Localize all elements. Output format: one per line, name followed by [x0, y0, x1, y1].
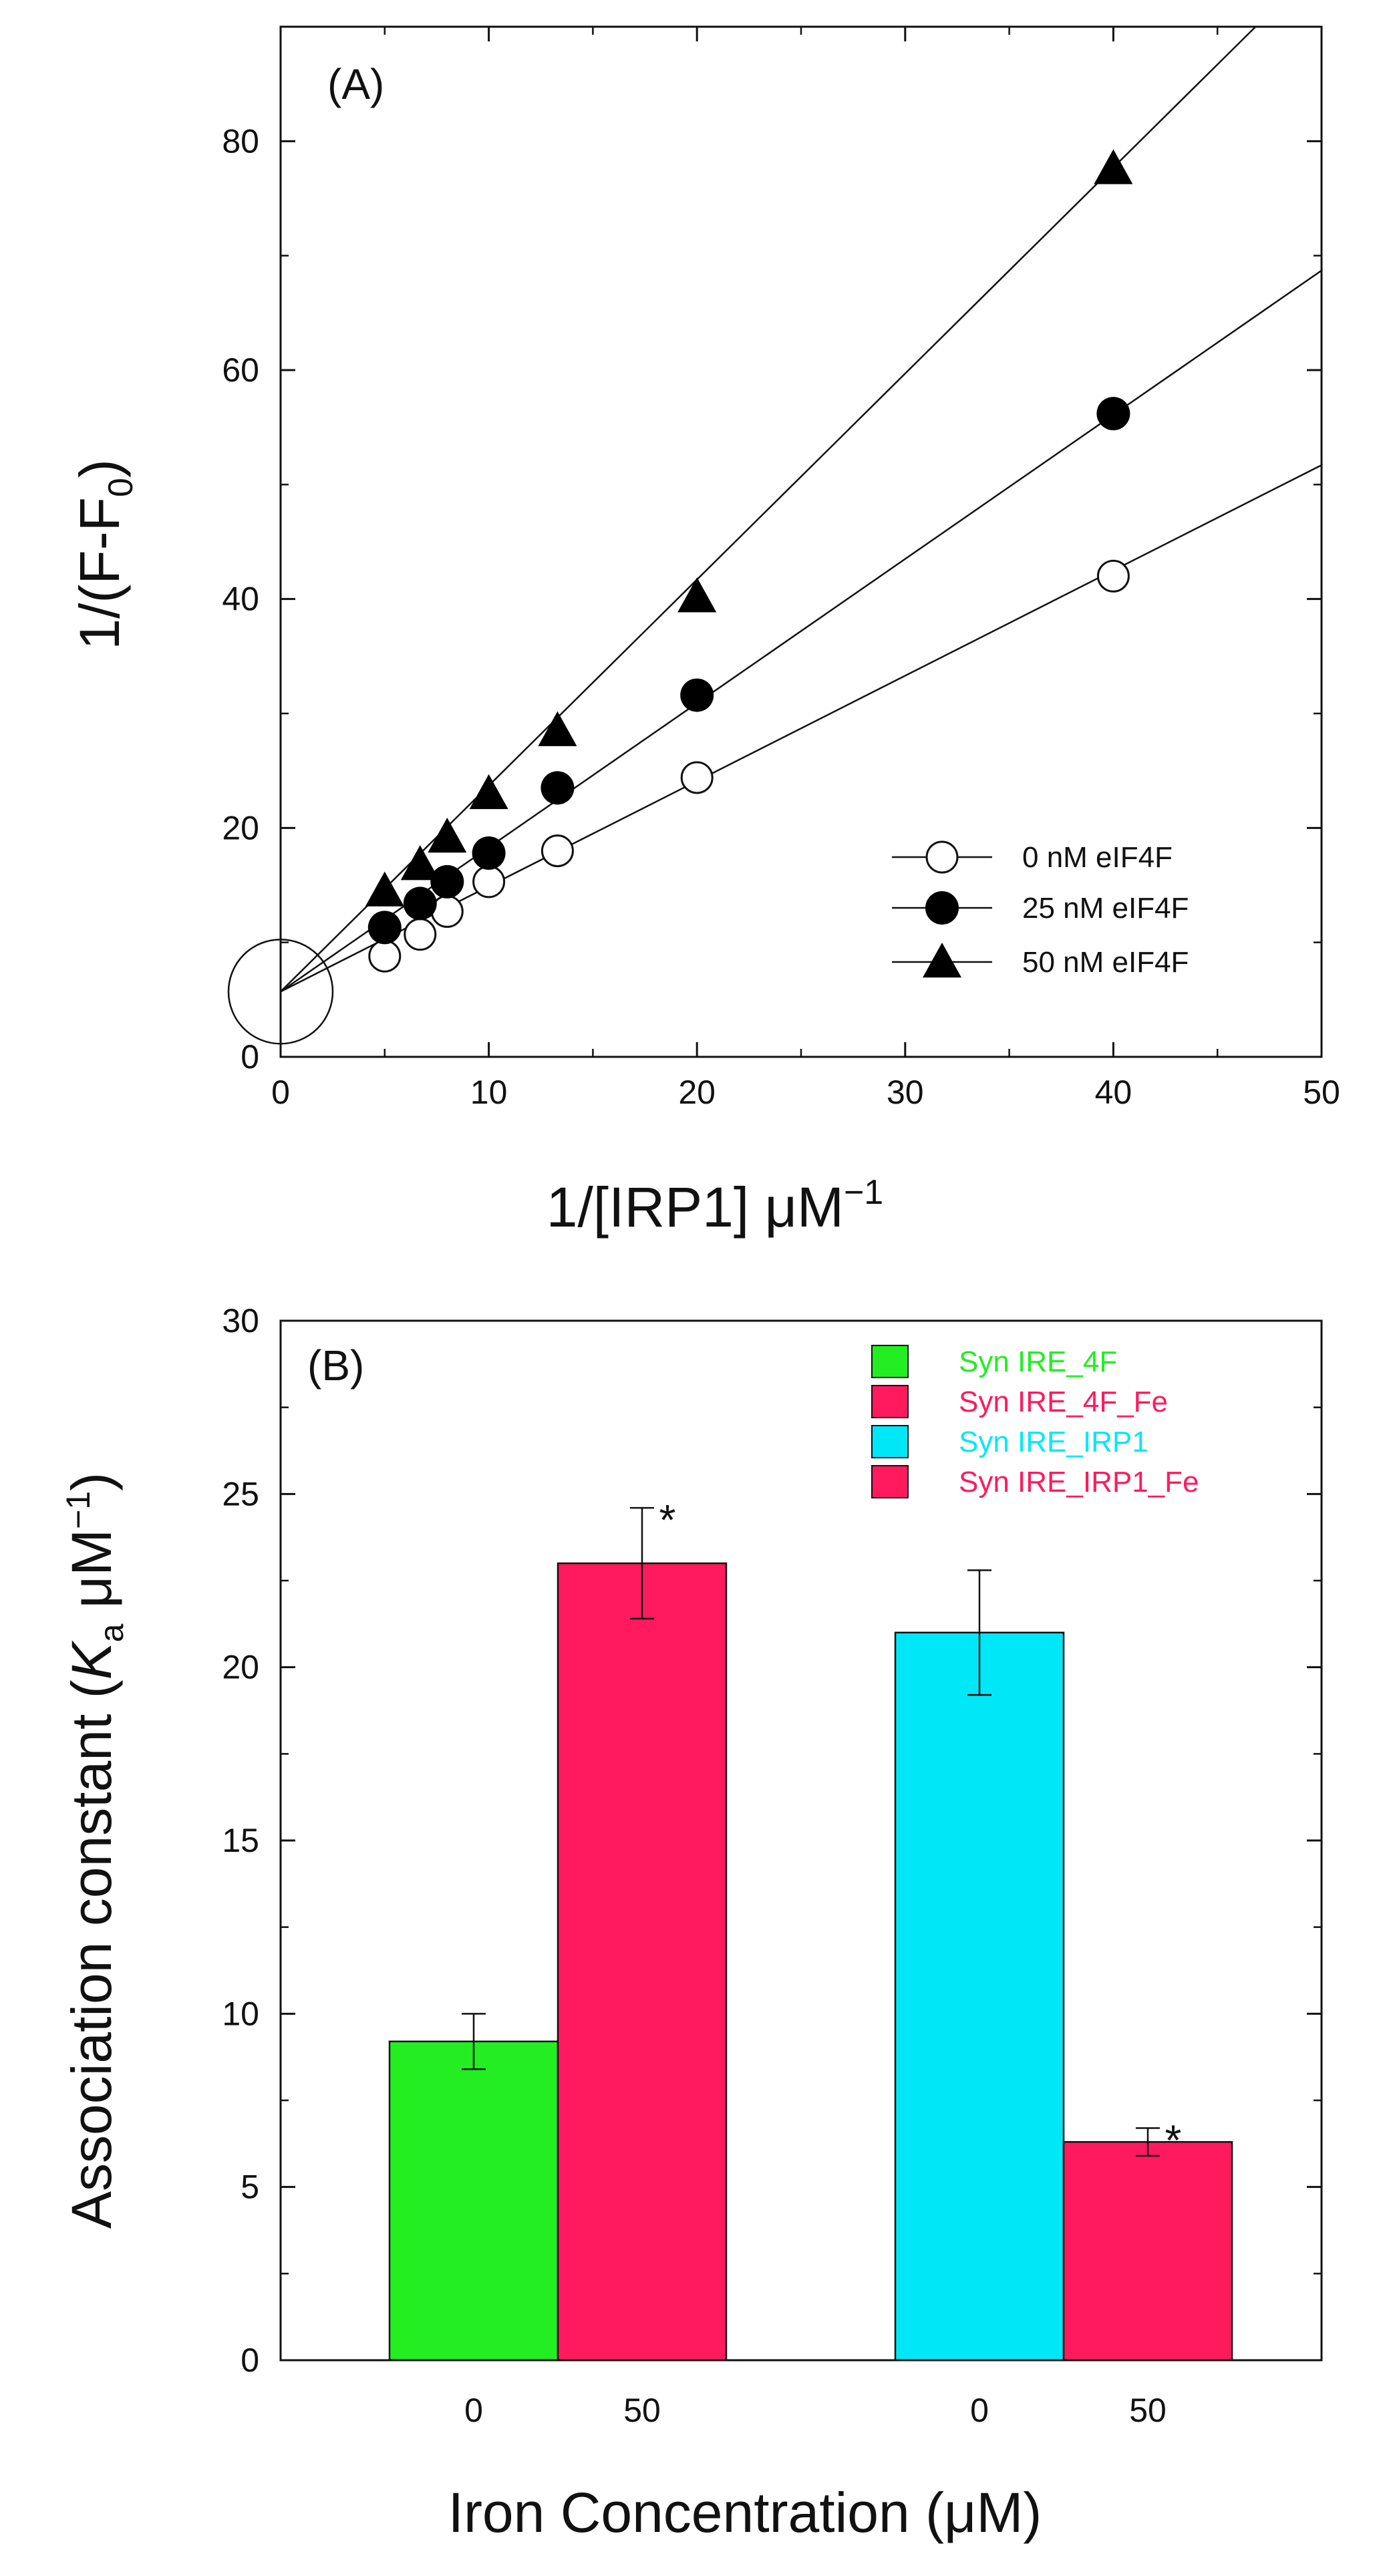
x-tick-label: 0 [970, 2392, 989, 2429]
legend-label: Syn IRE_4F_Fe [959, 1386, 1168, 1418]
legend-label: Syn IRE_4F [959, 1345, 1117, 1378]
legend-swatch [871, 1385, 909, 1418]
legend-label: Syn IRE_IRP1 [959, 1426, 1148, 1458]
legend-item: 50 nM eIF4F [892, 943, 1189, 979]
legend-label: 0 nM eIF4F [1022, 841, 1173, 874]
data-point-series-1 [430, 864, 464, 899]
legend-swatch [871, 1345, 909, 1378]
data-point-series-1 [403, 887, 437, 921]
y-tick-label: 80 [222, 122, 259, 160]
data-point-series-2 [677, 577, 717, 613]
legend-swatch [871, 1465, 909, 1498]
x-tick-label: 40 [1095, 1074, 1132, 1111]
y-tick-label: 25 [222, 1475, 259, 1512]
data-point-series-0 [472, 865, 506, 899]
x-tick-label: 0 [464, 2392, 483, 2429]
y-tick-label: 20 [222, 809, 259, 846]
data-point-series-0 [404, 918, 437, 951]
x-axis-title: 1/[IRP1] μM−1 [547, 1173, 883, 1239]
y-tick-label: 0 [241, 2342, 259, 2379]
data-point-series-1 [367, 911, 402, 945]
data-point-series-1 [472, 836, 506, 870]
y-tick-label: 0 [241, 1038, 259, 1076]
significance-markers: ** [659, 1496, 1182, 2164]
legend-label: 25 nM eIF4F [1022, 892, 1189, 925]
legend-swatch [871, 1425, 909, 1458]
bar-syn-ire_irp1_fe [1062, 2140, 1233, 2362]
y-axis-ticks: 0 20 40 60 80 [222, 122, 1322, 1076]
bar-syn-ire_4f_fe [557, 1562, 728, 2362]
legend-item: Syn IRE_4F [871, 1345, 1117, 1378]
legend-marker [925, 840, 959, 874]
legend-item: Syn IRE_IRP1 [871, 1425, 1148, 1458]
significance-star: * [1165, 2116, 1182, 2164]
data-point-series-0 [541, 834, 574, 868]
y-axis-title: 1/(F-F0) [68, 459, 140, 650]
data-point-series-2 [538, 711, 577, 746]
y-tick-label: 5 [241, 2168, 259, 2206]
legend-marker [923, 943, 961, 978]
data-point-series-2 [428, 818, 467, 853]
y-axis-ticks: 0 5 10 15 20 25 30 [222, 1302, 1322, 2379]
legend: Syn IRE_4F Syn IRE_4F_Fe Syn IRE_IRP1 Syn I… [871, 1345, 1199, 1498]
y-tick-label: 15 [222, 1822, 259, 1859]
x-tick-label: 10 [470, 1074, 508, 1111]
data-point-series-0 [368, 939, 402, 973]
data-point-series-1 [1096, 397, 1130, 431]
data-point-series-2 [365, 871, 404, 907]
data-point-series-2 [1094, 149, 1133, 184]
bar-syn-ire_irp1 [894, 1631, 1065, 2362]
x-axis-title: Iron Concentration (μM) [448, 2481, 1042, 2544]
y-tick-label: 40 [222, 581, 259, 618]
data-point-series-1 [541, 771, 575, 805]
data-point-series-0 [1096, 559, 1130, 593]
intercept-highlight-circle [227, 939, 334, 1045]
legend-item: Syn IRE_IRP1_Fe [871, 1465, 1199, 1498]
data-points [365, 149, 1133, 973]
error-bars [462, 1506, 1160, 2157]
bar-syn-ire_4f [388, 2040, 559, 2362]
data-point-series-2 [400, 845, 440, 880]
panel-a-scatter-chart: 0 20 40 60 80 0 10 20 30 40 50 (A) 0 nM eIF4F 25 n… [68, 25, 1340, 1239]
significance-star: * [659, 1496, 676, 1544]
legend-label: Syn IRE_IRP1_Fe [959, 1466, 1199, 1498]
legend-item: 0 nM eIF4F [892, 840, 1173, 874]
y-tick-label: 60 [222, 351, 259, 389]
panel-a-label: (A) [327, 60, 384, 108]
legend-marker [925, 891, 959, 925]
data-point-series-2 [469, 774, 508, 810]
x-tick-label: 50 [1303, 1074, 1340, 1111]
x-tick-label: 0 [271, 1074, 290, 1111]
data-point-series-0 [680, 761, 714, 794]
y-tick-label: 30 [222, 1302, 259, 1339]
bars [388, 1562, 1233, 2362]
y-tick-label: 10 [222, 1995, 259, 2032]
y-axis-title: Association constant (Ka μM−1) [59, 1472, 130, 2229]
legend: 0 nM eIF4F 25 nM eIF4F 50 nM eIF4F [892, 840, 1189, 979]
data-point-series-1 [680, 678, 714, 712]
x-tick-label: 50 [623, 2392, 661, 2429]
panel-b-label: (B) [307, 1341, 364, 1390]
legend-item: 25 nM eIF4F [892, 891, 1189, 925]
legend-label: 50 nM eIF4F [1022, 946, 1189, 979]
x-axis-ticks: 0 50 0 50 [464, 2392, 1167, 2429]
x-tick-label: 20 [678, 1074, 716, 1111]
x-tick-label: 50 [1129, 2392, 1167, 2429]
x-axis-ticks: 0 10 20 30 40 50 [271, 27, 1340, 1111]
legend-item: Syn IRE_4F_Fe [871, 1385, 1168, 1418]
y-tick-label: 20 [222, 1649, 259, 1686]
x-tick-label: 30 [887, 1074, 924, 1111]
